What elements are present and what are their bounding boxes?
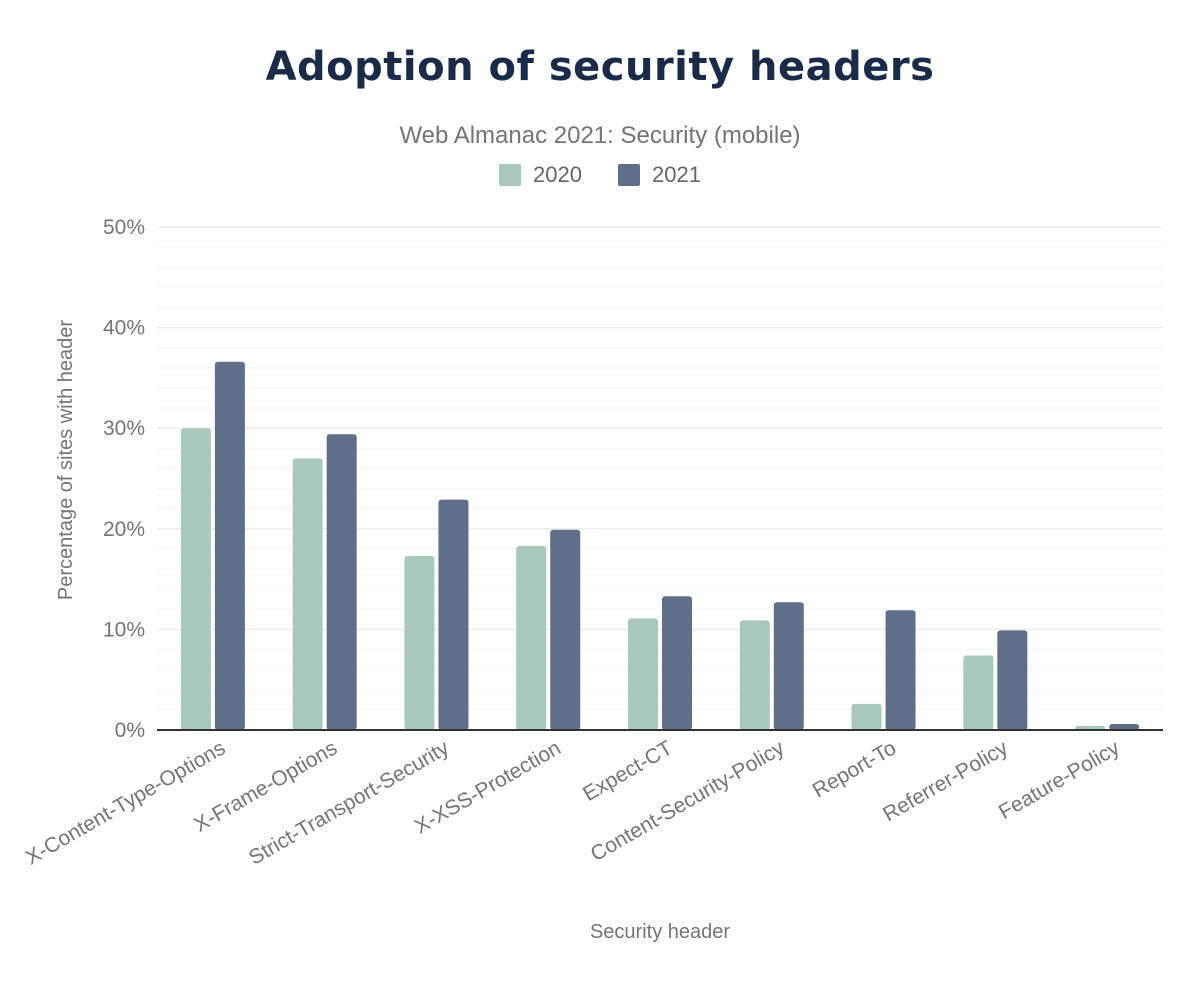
bar-2020-Feature-Policy[interactable] (1075, 725, 1106, 730)
bar-2021-X-Frame-Options[interactable] (326, 434, 357, 730)
legend-swatch-2020 (499, 164, 522, 186)
legend-swatch-2021 (618, 164, 640, 186)
y-axis-title: Percentage of sites with header (55, 320, 77, 601)
x-tick-label: Strict-Transport-Security (245, 736, 453, 870)
legend-item-2020[interactable]: 2020 (499, 162, 582, 188)
bar-2021-Strict-Transport-Security[interactable] (438, 499, 469, 730)
bar-2020-Content-Security-Policy[interactable] (739, 620, 770, 730)
legend-item-2021[interactable]: 2021 (618, 162, 701, 188)
chart-title: Adoption of security headers (265, 44, 935, 90)
x-tick-label: Referrer-Policy (879, 736, 1012, 826)
bar-2021-Report-To[interactable] (885, 610, 916, 730)
x-tick-label: X-Content-Type-Options (22, 736, 230, 869)
bar-2020-Expect-CT[interactable] (628, 618, 658, 730)
legend-label-2020: 2020 (533, 162, 582, 187)
y-tick-label: 10% (103, 618, 145, 641)
bar-2021-X-XSS-Protection[interactable] (550, 529, 581, 730)
bar-2020-Report-To[interactable] (851, 703, 882, 730)
legend: 2020 2021 (0, 162, 1200, 188)
y-tick-label: 0% (115, 719, 145, 742)
legend-label-2021: 2021 (652, 162, 701, 187)
x-tick-label: Feature-Policy (995, 736, 1124, 824)
x-tick-label: Expect-CT (579, 736, 677, 806)
bar-2020-X-Frame-Options[interactable] (292, 458, 323, 730)
y-tick-label: 30% (103, 417, 145, 440)
bar-2020-X-Content-Type-Options[interactable] (180, 428, 211, 730)
bar-2020-X-XSS-Protection[interactable] (516, 545, 547, 730)
x-tick-label: Content-Security-Policy (587, 736, 789, 866)
bar-2021-Expect-CT[interactable] (662, 596, 692, 730)
y-tick-label: 20% (103, 518, 145, 541)
bar-2021-Content-Security-Policy[interactable] (773, 602, 804, 730)
y-tick-label: 50% (103, 216, 145, 239)
bar-2021-X-Content-Type-Options[interactable] (214, 361, 245, 730)
bar-2020-Referrer-Policy[interactable] (963, 655, 994, 730)
x-axis-title: Security header (590, 921, 730, 943)
chart-subtitle: Web Almanac 2021: Security (mobile) (399, 122, 801, 149)
bar-2021-Feature-Policy[interactable] (1109, 723, 1140, 730)
x-tick-label: Report-To (809, 736, 900, 802)
bar-2020-Strict-Transport-Security[interactable] (404, 555, 435, 730)
bar-2021-Referrer-Policy[interactable] (997, 630, 1028, 730)
y-tick-label: 40% (103, 317, 145, 340)
